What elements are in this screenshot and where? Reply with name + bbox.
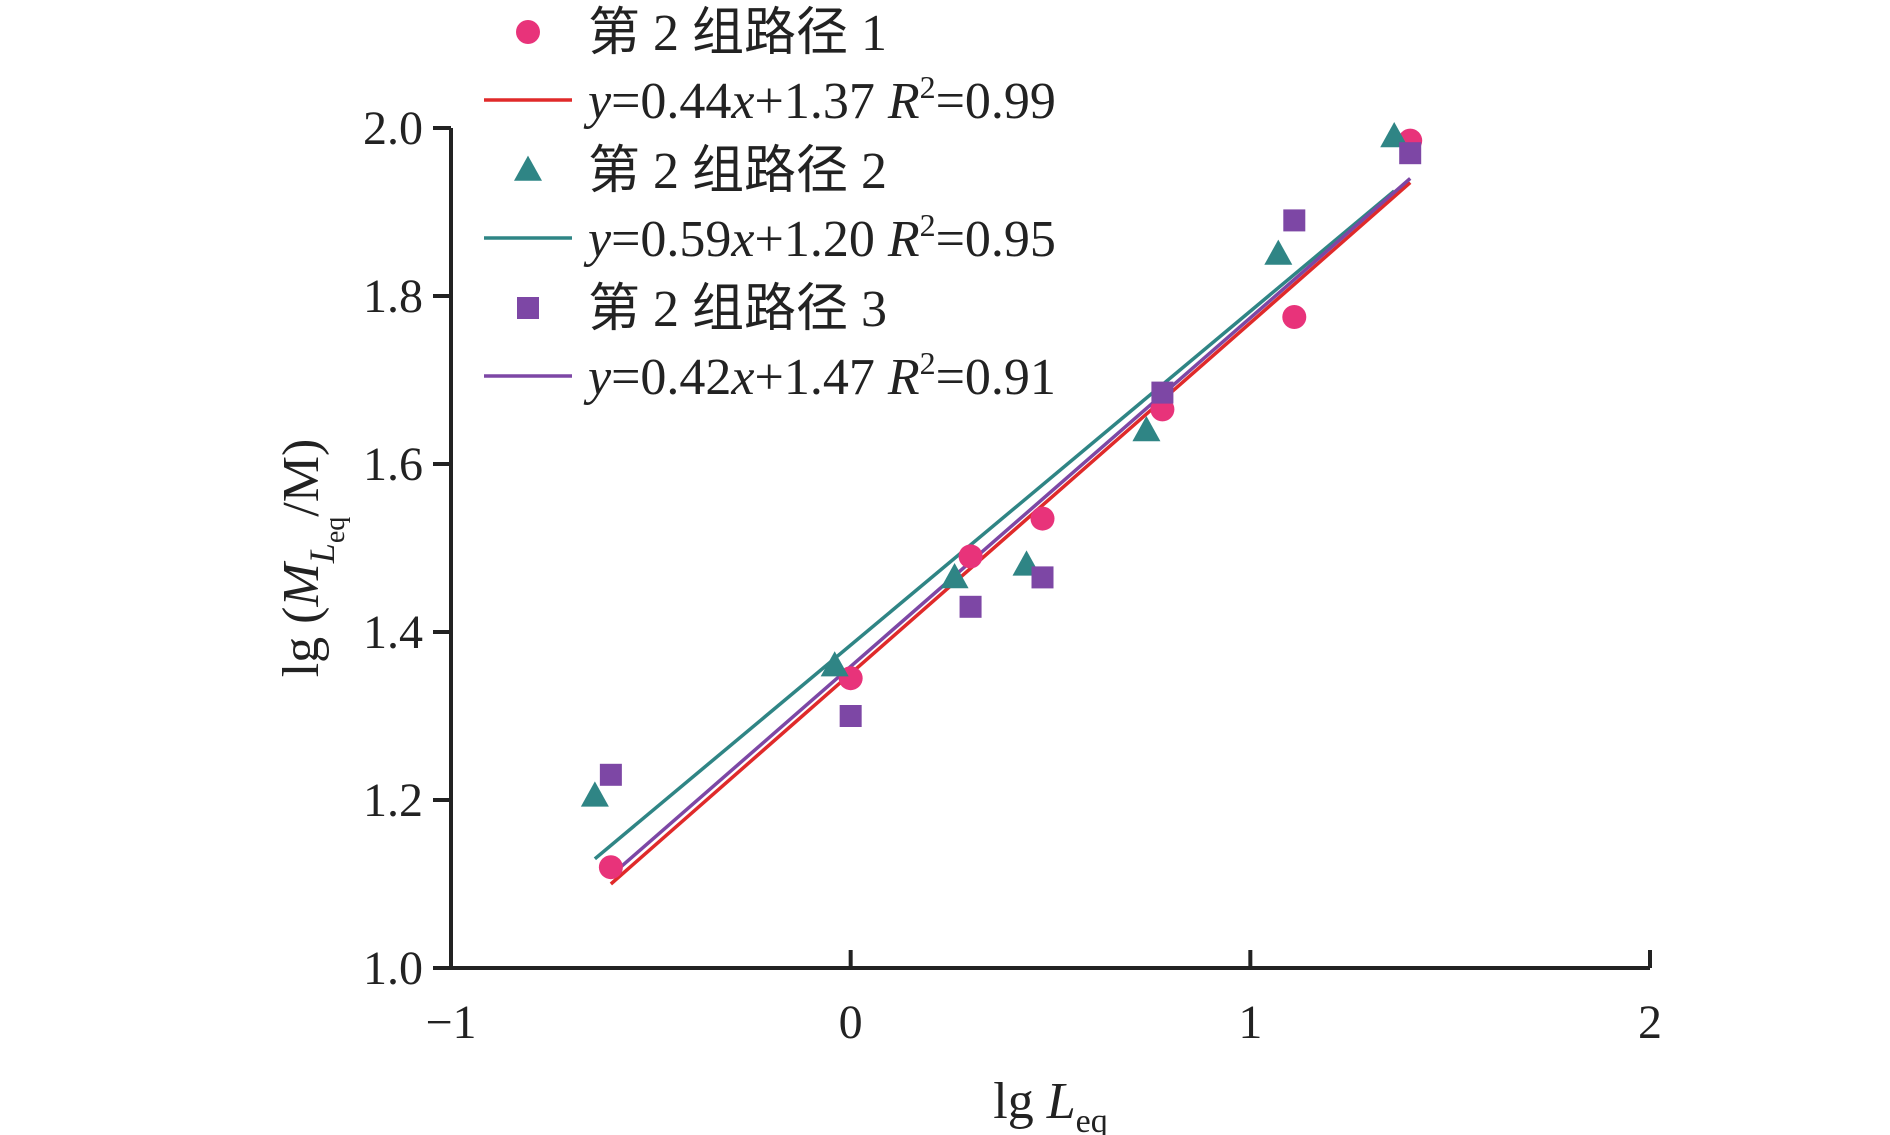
legend: 第 2 组路径 1 y=0.44x+1.37 R2=0.99 第 2 组路径 2 y=…: [484, 5, 1056, 406]
x-tick-label: 1: [1238, 996, 1262, 1049]
y-tick-label: 1.8: [363, 270, 423, 323]
y-tick-label: 1.0: [363, 942, 423, 995]
legend-marker-1: [516, 20, 540, 44]
series-1-point: [1030, 506, 1055, 531]
series-2-point: [820, 651, 849, 677]
legend-equation-1: y=0.44x+1.37 R2=0.99: [583, 69, 1056, 130]
x-tick-label: −1: [425, 996, 476, 1049]
series-1-point: [598, 855, 623, 880]
series-1-point: [1282, 305, 1307, 329]
x-tick-label: 2: [1638, 996, 1662, 1049]
legend-label-2: 第 2 组路径 2: [588, 143, 887, 200]
y-axis-title: lg (MLeq/M): [273, 439, 351, 678]
series-3-point: [839, 705, 862, 727]
y-tick-label: 1.4: [363, 606, 423, 659]
legend-label-3: 第 2 组路径 3: [588, 281, 887, 338]
x-axis-title: lg Leq: [993, 1073, 1107, 1135]
series-3-point: [1283, 209, 1306, 232]
series-3-point: [959, 595, 982, 618]
legend-marker-2: [514, 155, 542, 181]
legend-marker-3: [517, 297, 539, 319]
y-tick-label: 2.0: [363, 102, 423, 155]
y-tick-label: 1.6: [363, 438, 423, 491]
series-2-point: [1132, 416, 1161, 442]
y-tick-label: 1.2: [363, 774, 423, 827]
legend-equation-3: y=0.42x+1.47 R2=0.91: [583, 345, 1056, 406]
fit-line-1: [609, 181, 1412, 886]
series-2-point: [1264, 239, 1293, 265]
plot-area: 1.0 1.2 1.4 1.6 1.8 2.0 −1 0 1 2 lg Leq lg (MLeq/M): [273, 102, 1662, 1135]
series-3-point: [599, 763, 622, 786]
series-1-point: [958, 544, 983, 569]
series-2-point: [1380, 122, 1409, 148]
fit-line-2: [593, 189, 1396, 861]
x-tick-label: 0: [839, 996, 863, 1049]
series-2-point: [580, 781, 609, 807]
legend-label-1: 第 2 组路径 1: [588, 5, 887, 62]
legend-equation-2: y=0.59x+1.20 R2=0.95: [583, 207, 1056, 268]
series-2-point: [940, 563, 969, 589]
series-3-point: [1031, 566, 1054, 589]
fit-line-3: [609, 177, 1412, 877]
series-3-point: [1151, 381, 1174, 404]
series-3-point: [1399, 142, 1422, 165]
